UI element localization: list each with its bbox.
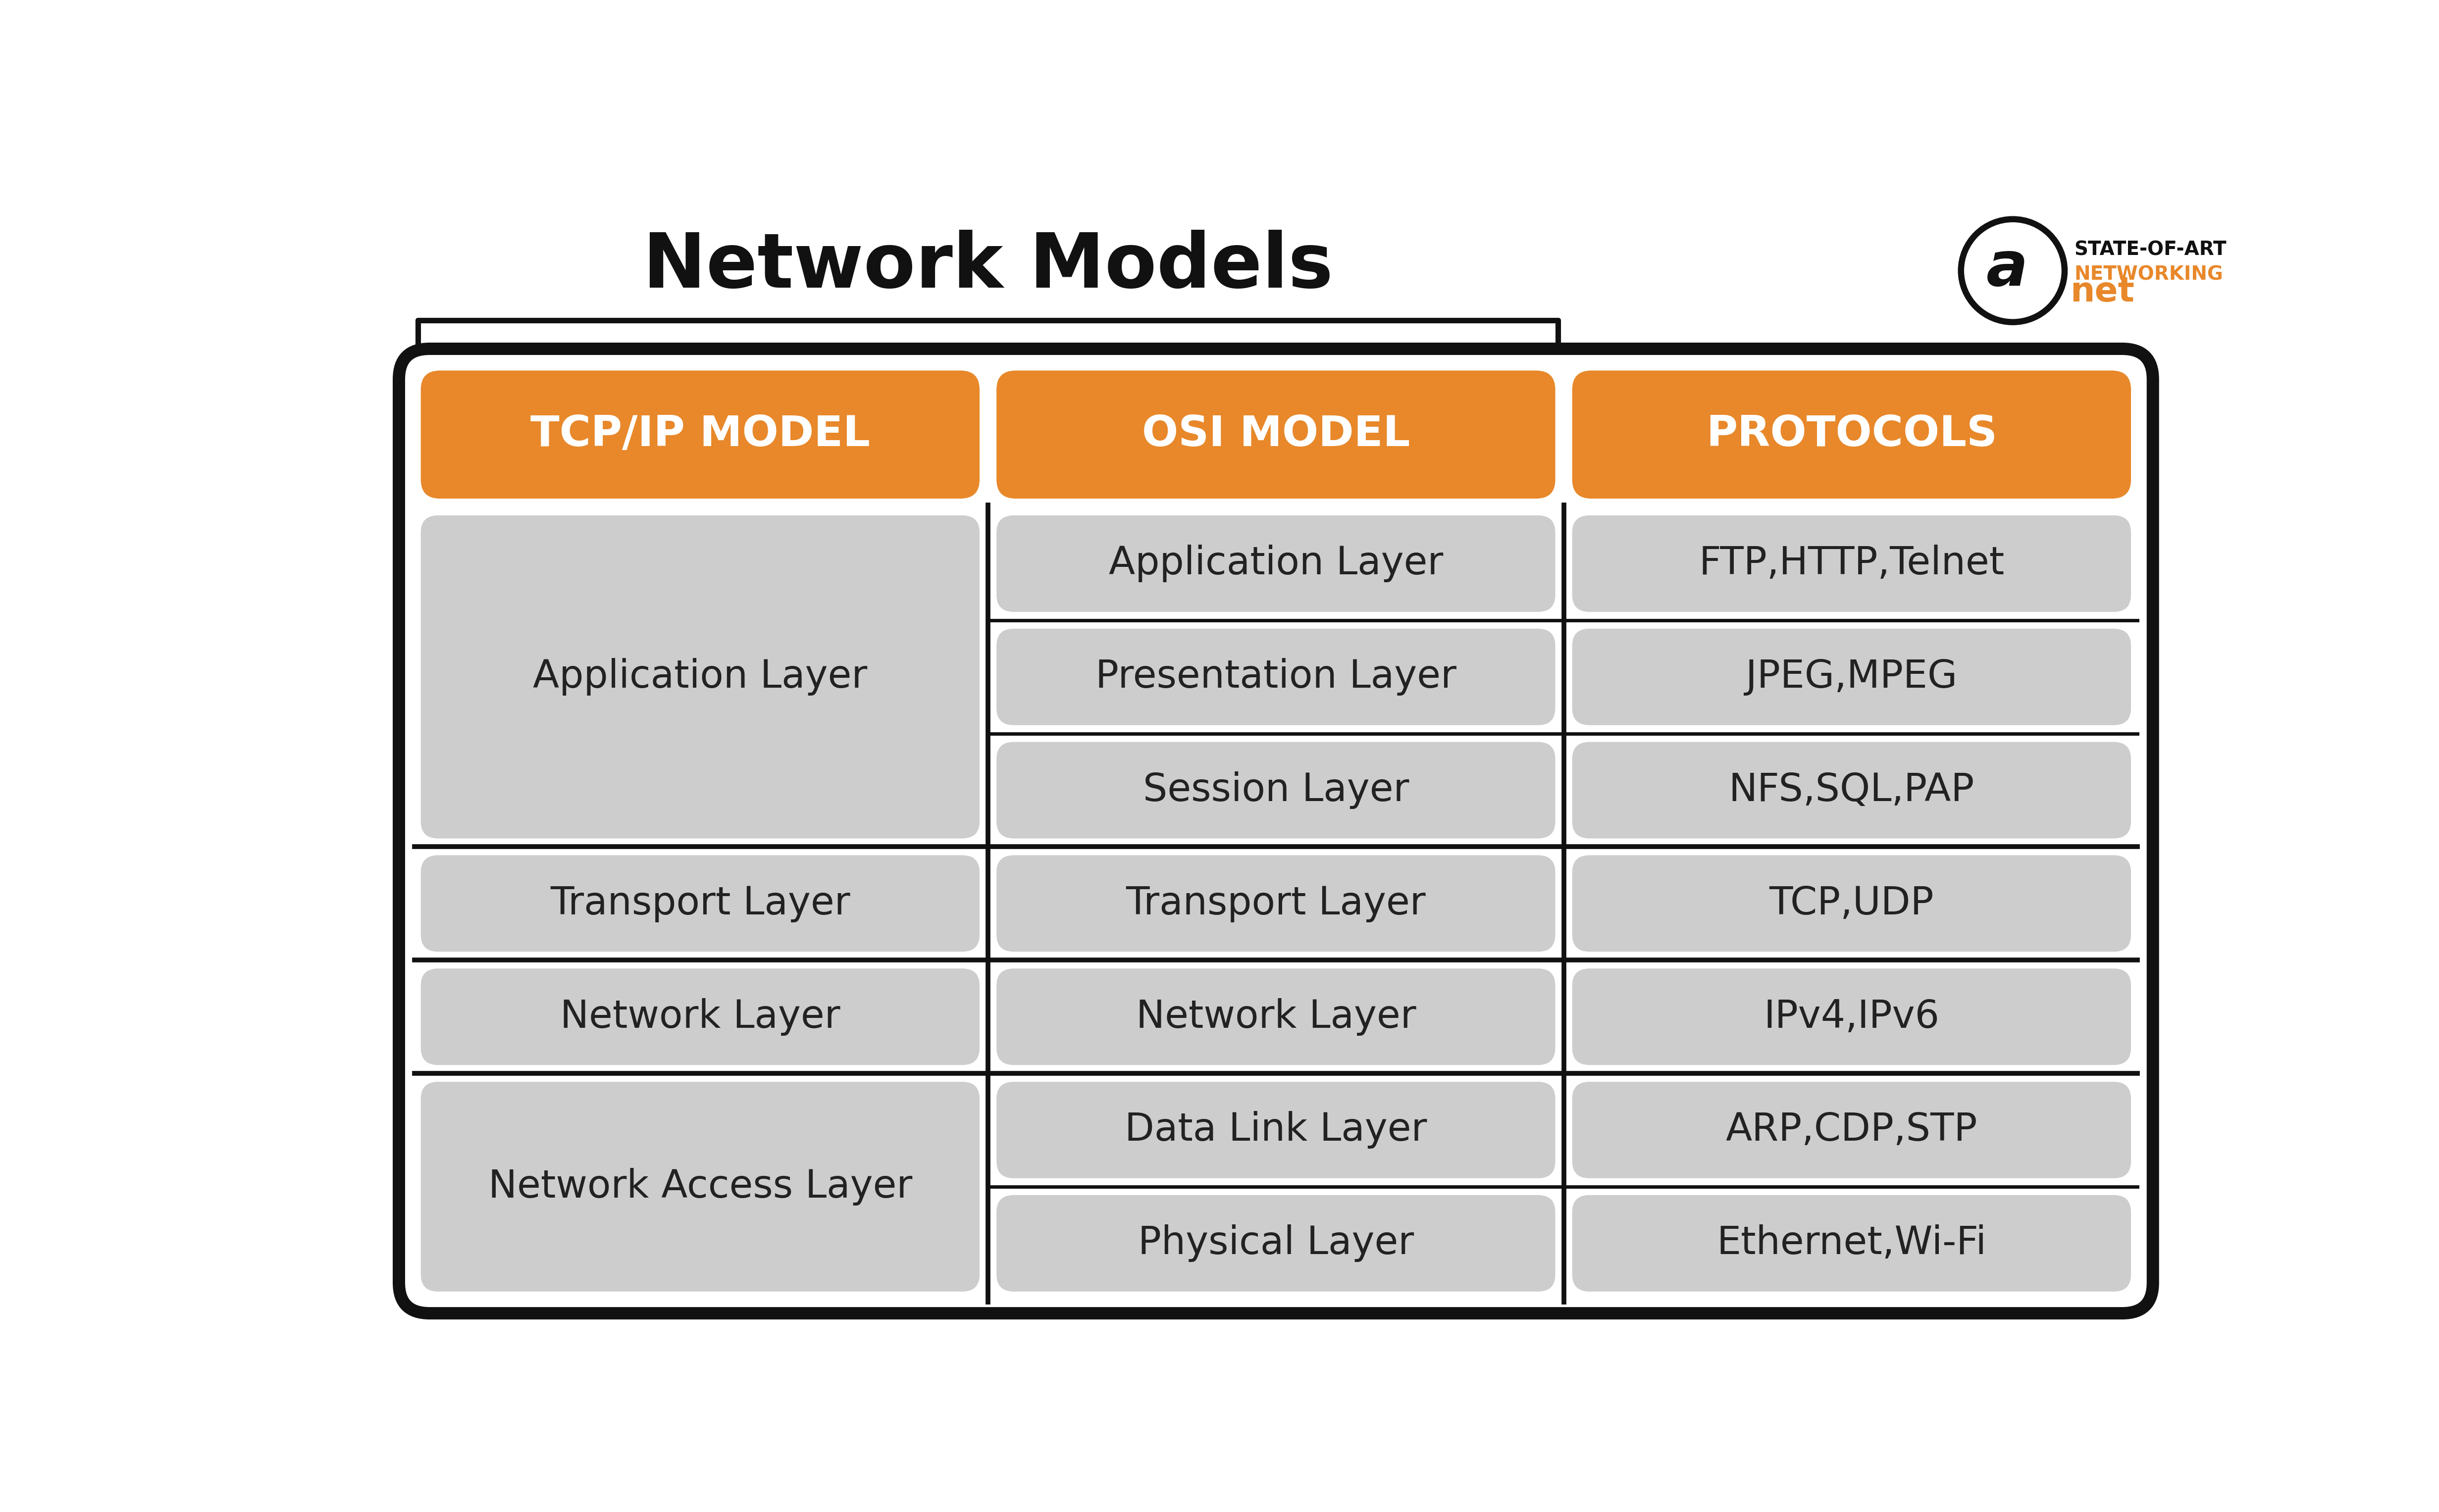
Text: IPv4,IPv6: IPv4,IPv6: [1763, 998, 1939, 1036]
FancyBboxPatch shape: [1573, 516, 2132, 612]
FancyBboxPatch shape: [998, 370, 1556, 499]
FancyBboxPatch shape: [998, 742, 1556, 839]
Text: PROTOCOLS: PROTOCOLS: [1705, 414, 1998, 455]
FancyBboxPatch shape: [998, 629, 1556, 726]
FancyBboxPatch shape: [998, 969, 1556, 1064]
Text: a: a: [1985, 239, 2027, 299]
Text: Application Layer: Application Layer: [1110, 544, 1444, 582]
FancyBboxPatch shape: [1573, 856, 2132, 951]
FancyBboxPatch shape: [422, 370, 980, 499]
Text: Network Layer: Network Layer: [561, 998, 841, 1036]
Text: FTP,HTTP,Telnet: FTP,HTTP,Telnet: [1698, 544, 2005, 582]
Text: Data Link Layer: Data Link Layer: [1124, 1111, 1427, 1149]
Text: Presentation Layer: Presentation Layer: [1095, 658, 1456, 696]
Text: TCP,UDP: TCP,UDP: [1768, 885, 1934, 922]
FancyBboxPatch shape: [998, 1081, 1556, 1178]
FancyBboxPatch shape: [1573, 629, 2132, 726]
Text: Network Access Layer: Network Access Layer: [488, 1167, 912, 1205]
FancyBboxPatch shape: [998, 516, 1556, 612]
Text: net: net: [2071, 275, 2134, 308]
Text: Session Layer: Session Layer: [1144, 771, 1410, 809]
FancyBboxPatch shape: [422, 856, 980, 951]
FancyBboxPatch shape: [1573, 969, 2132, 1064]
FancyBboxPatch shape: [422, 1081, 980, 1291]
Text: Application Layer: Application Layer: [534, 658, 868, 696]
Text: JPEG,MPEG: JPEG,MPEG: [1746, 658, 1959, 696]
Text: ARP,CDP,STP: ARP,CDP,STP: [1727, 1111, 1978, 1149]
Text: Network Layer: Network Layer: [1137, 998, 1417, 1036]
Text: Ethernet,Wi-Fi: Ethernet,Wi-Fi: [1717, 1225, 1985, 1263]
FancyBboxPatch shape: [422, 516, 980, 839]
Text: NETWORKING: NETWORKING: [2073, 265, 2224, 284]
Text: OSI MODEL: OSI MODEL: [1141, 414, 1410, 455]
Text: Network Models: Network Models: [644, 230, 1334, 304]
FancyBboxPatch shape: [998, 1194, 1556, 1291]
Text: Physical Layer: Physical Layer: [1139, 1225, 1415, 1263]
FancyBboxPatch shape: [422, 969, 980, 1064]
Text: NFS,SQL,PAP: NFS,SQL,PAP: [1729, 771, 1976, 809]
Text: STATE-OF-ART: STATE-OF-ART: [2073, 240, 2227, 259]
Text: TCP/IP MODEL: TCP/IP MODEL: [529, 414, 871, 455]
FancyBboxPatch shape: [400, 349, 2154, 1314]
Text: Transport Layer: Transport Layer: [1127, 885, 1427, 922]
FancyBboxPatch shape: [1573, 1081, 2132, 1178]
FancyBboxPatch shape: [1573, 742, 2132, 839]
Text: Transport Layer: Transport Layer: [551, 885, 851, 922]
FancyBboxPatch shape: [1573, 1194, 2132, 1291]
FancyBboxPatch shape: [1573, 370, 2132, 499]
FancyBboxPatch shape: [998, 856, 1556, 951]
